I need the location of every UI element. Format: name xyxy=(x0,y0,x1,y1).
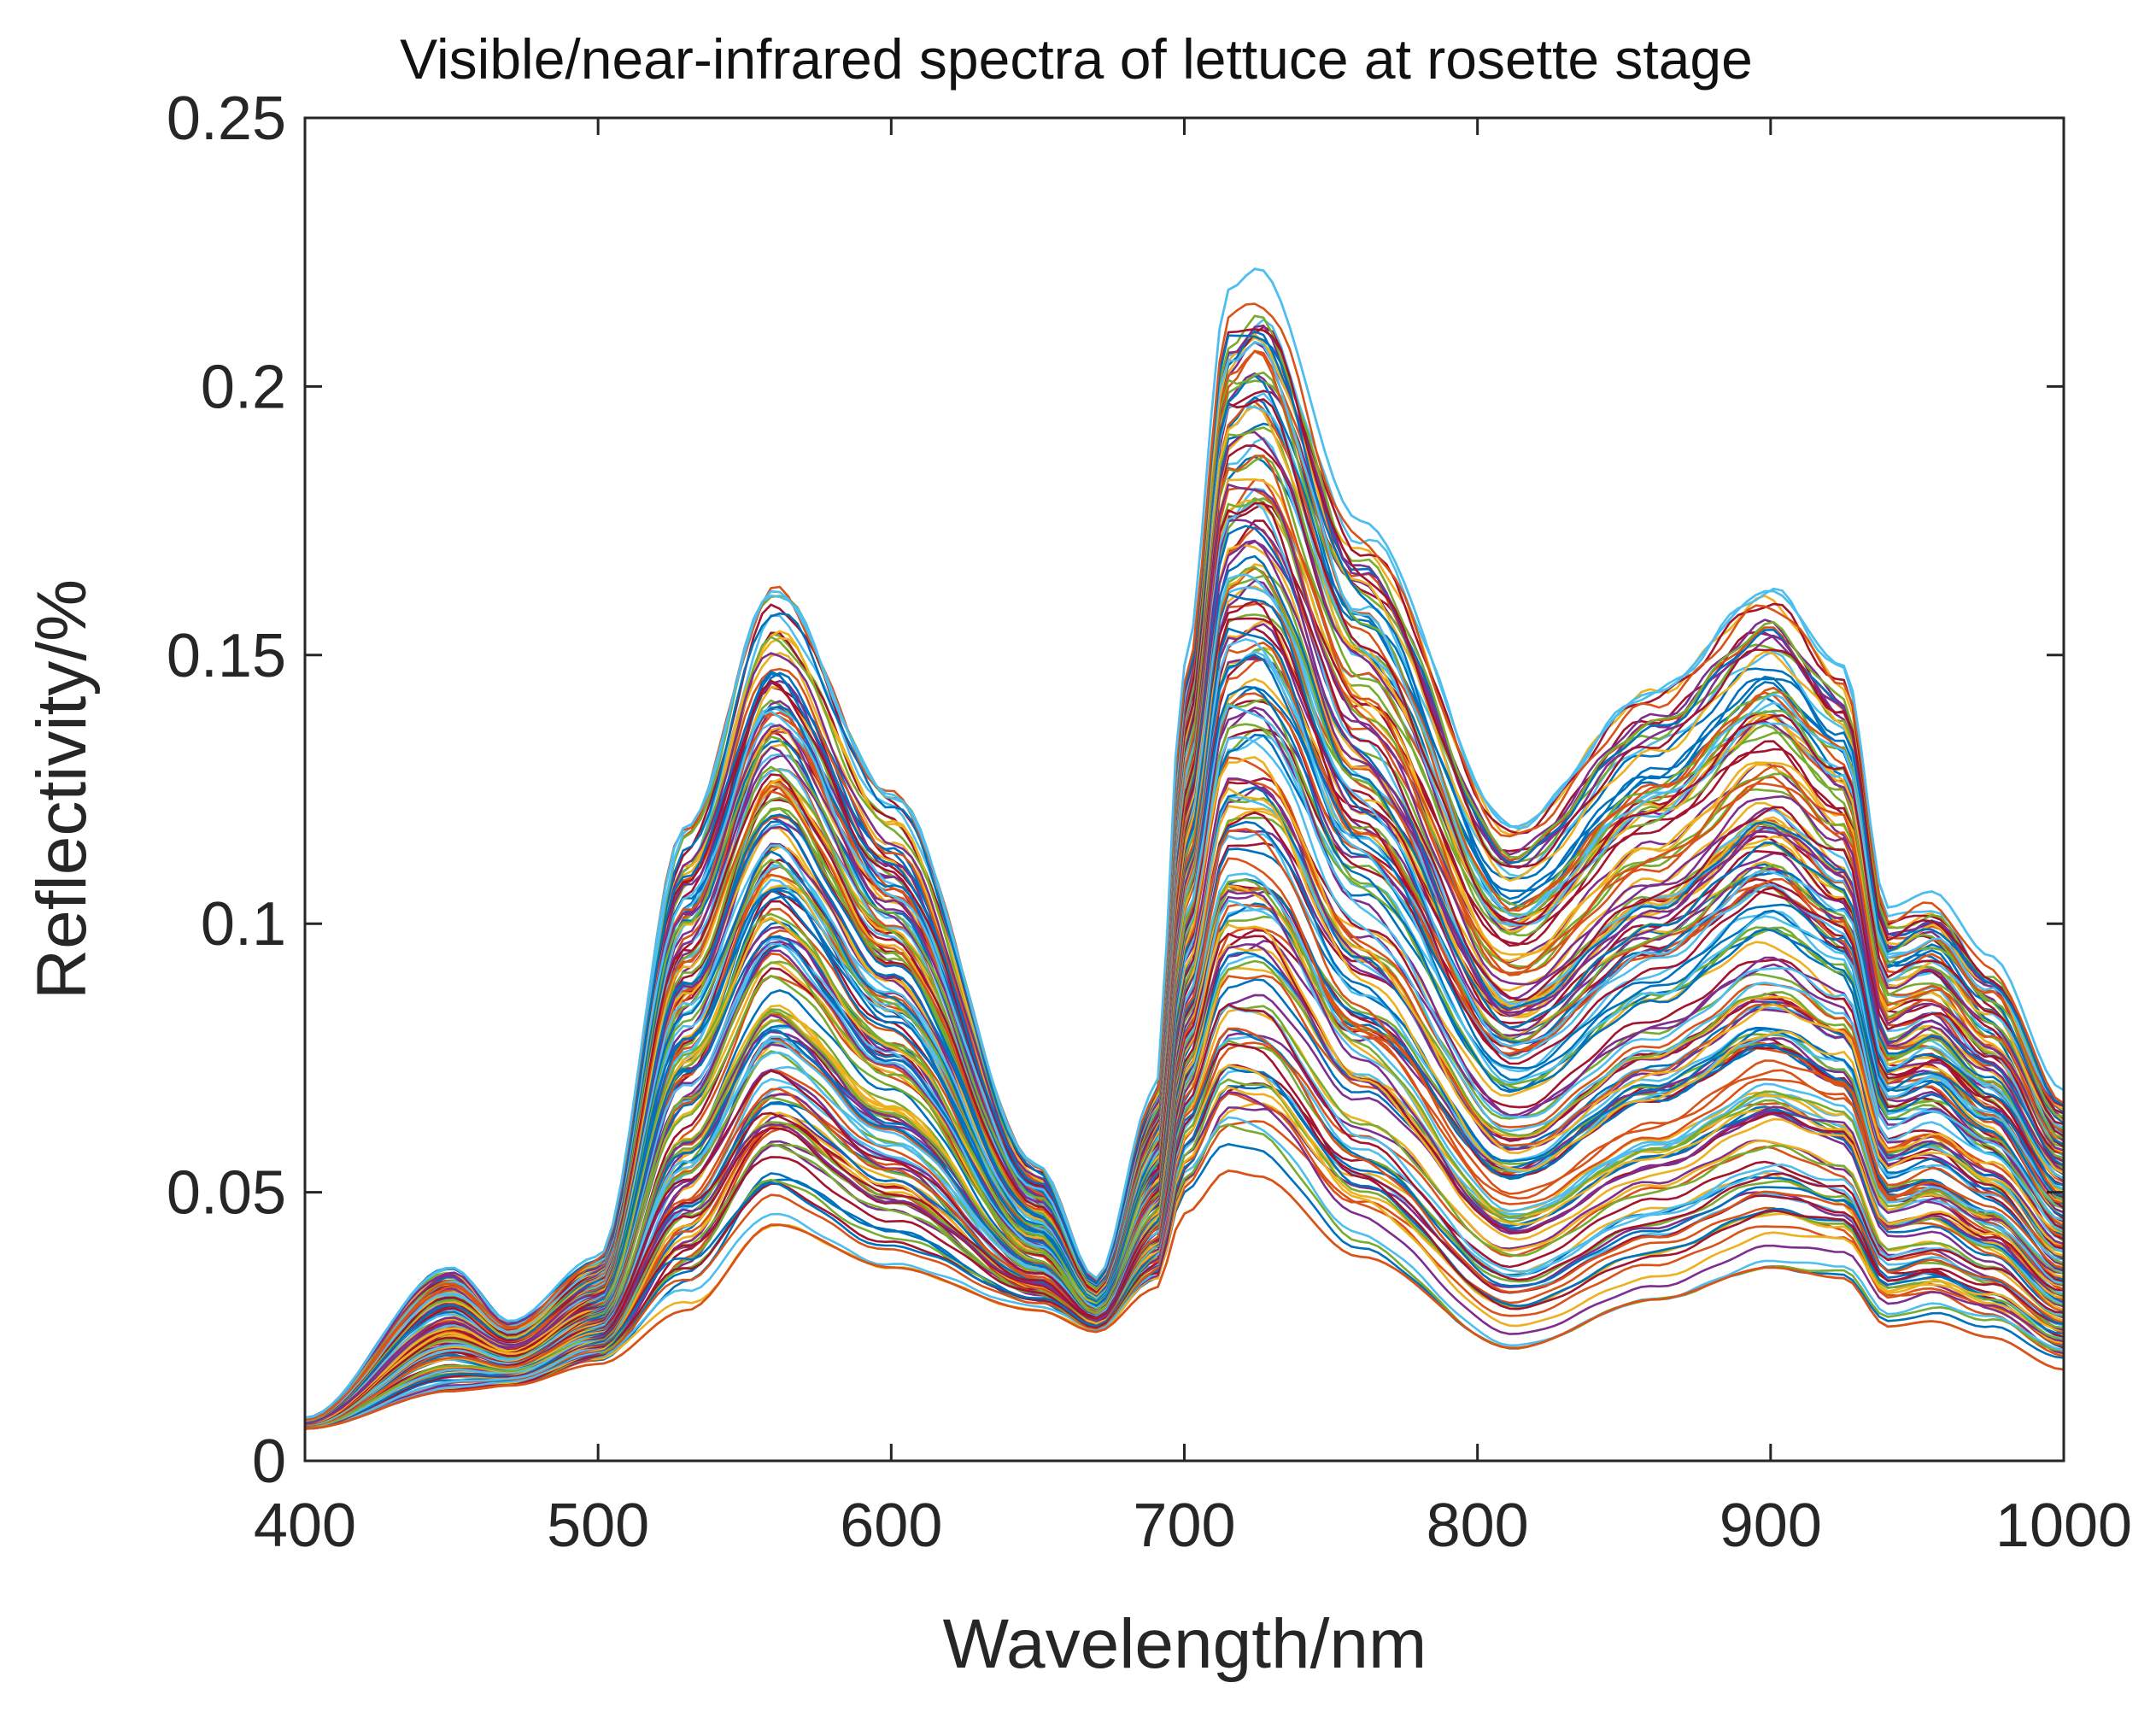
x-tick-label: 700 xyxy=(1133,1492,1235,1560)
y-tick-label: 0.25 xyxy=(167,85,286,153)
x-tick-label: 900 xyxy=(1720,1492,1822,1560)
x-axis-label: Wavelength/nm xyxy=(943,1605,1427,1683)
y-tick-label: 0.2 xyxy=(201,353,286,421)
y-tick-label: 0.15 xyxy=(167,622,286,690)
spectrum-line xyxy=(304,1042,2065,1428)
x-tick-label: 400 xyxy=(254,1492,356,1560)
series-layer xyxy=(304,267,2065,1430)
x-tick-label: 600 xyxy=(840,1492,942,1560)
x-tick-label: 800 xyxy=(1427,1492,1529,1560)
spectrum-line xyxy=(304,1064,2065,1429)
spectrum-line xyxy=(304,302,2065,1422)
y-tick-label: 0 xyxy=(252,1428,286,1496)
y-axis-label: Reflectivity/% xyxy=(23,579,101,1000)
y-axis: 0 0.05 0.1 0.15 0.2 0.25 xyxy=(167,85,2064,1496)
spectrum-line-highest xyxy=(304,267,2065,1420)
spectrum-line-lowest xyxy=(304,1169,2065,1430)
y-tick-label: 0.1 xyxy=(201,890,286,959)
y-tick-label: 0.05 xyxy=(167,1159,286,1228)
x-axis: 400 500 600 700 800 900 1000 xyxy=(254,118,2132,1560)
x-tick-label: 1000 xyxy=(1995,1492,2132,1560)
x-tick-label: 500 xyxy=(547,1492,649,1560)
chart-title: Visible/near-infrared spectra of lettuce… xyxy=(400,27,1753,91)
